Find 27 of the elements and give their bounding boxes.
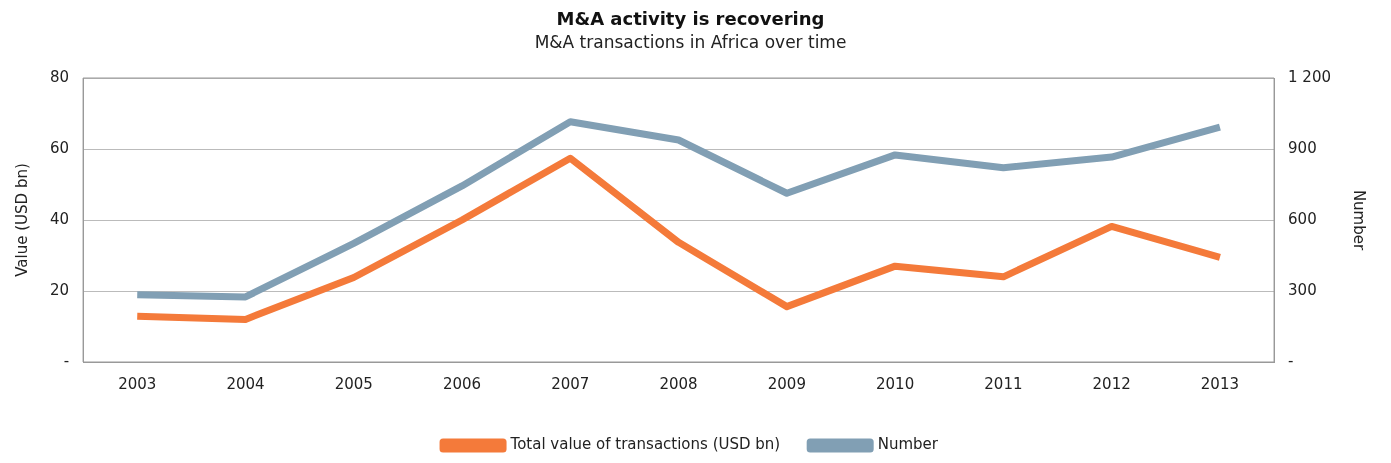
x-tick-label: 2004 xyxy=(226,374,265,393)
y2-tick-label: 1 200 xyxy=(1288,67,1332,86)
x-tick-label: 2006 xyxy=(442,374,482,393)
y-axis-title: Value (USD bn) xyxy=(12,163,31,277)
x-tick-label: 2007 xyxy=(551,374,590,393)
x-tick-label: 2005 xyxy=(334,374,373,393)
y-tick-label: 60 xyxy=(49,138,70,157)
y2-tick-label: 900 xyxy=(1288,138,1317,157)
x-tick-label: 2013 xyxy=(1200,374,1240,393)
y2-tick-label: - xyxy=(1288,351,1294,370)
x-tick-label: 2009 xyxy=(767,374,806,393)
legend-label: Number xyxy=(877,435,939,454)
x-tick-label: 2008 xyxy=(659,374,698,393)
y2-axis-title: Number xyxy=(1350,189,1369,251)
y-tick-label: 80 xyxy=(49,67,70,86)
chart-title: M&A activity is recovering xyxy=(556,8,825,30)
y-tick-label: - xyxy=(63,351,70,370)
y-tick-label: 40 xyxy=(49,209,70,228)
x-tick-label: 2012 xyxy=(1092,374,1131,393)
x-tick-label: 2010 xyxy=(876,374,915,393)
y2-tick-label: 300 xyxy=(1288,280,1317,299)
y-tick-label: 20 xyxy=(49,280,70,299)
legend-label: Total value of transactions (USD bn) xyxy=(509,435,781,454)
x-tick-label: 2003 xyxy=(118,374,157,393)
chart-subtitle: M&A transactions in Africa over time xyxy=(534,32,847,53)
y2-tick-label: 600 xyxy=(1288,209,1317,228)
x-tick-label: 2011 xyxy=(984,374,1023,393)
